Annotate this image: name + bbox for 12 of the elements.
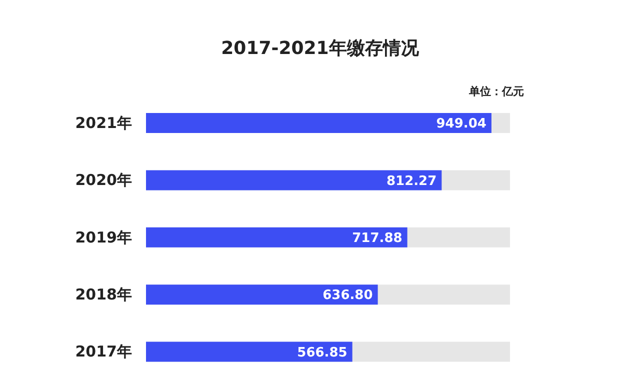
y-tick-label: 2018年: [75, 286, 132, 304]
y-tick-label: 2020年: [75, 171, 132, 190]
chart-title: 2017-2021年缴存情况: [220, 37, 420, 60]
data-label: 717.88: [352, 231, 402, 246]
y-tick-label: 2019年: [75, 228, 132, 246]
data-label: 949.04: [436, 116, 486, 132]
data-label: 812.27: [386, 174, 437, 189]
data-label: 636.80: [322, 288, 373, 304]
annotation: 单位：亿元: [469, 84, 524, 99]
y-tick-label: 2021年: [75, 114, 132, 132]
data-label: 566.85: [297, 345, 348, 360]
y-tick-label: 2017年: [75, 342, 132, 361]
